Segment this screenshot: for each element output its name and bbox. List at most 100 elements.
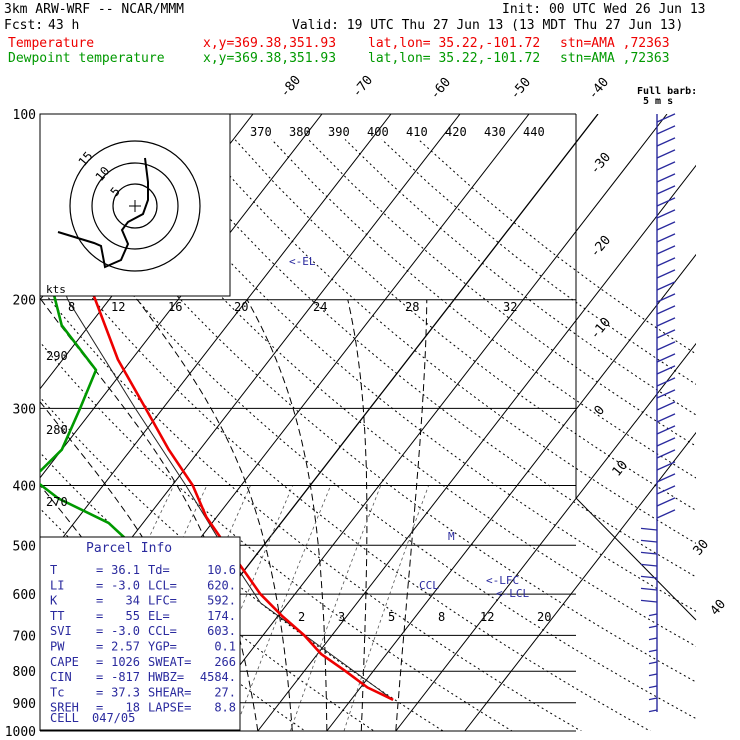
pressure-tick-label: 600	[13, 588, 36, 603]
wind-barb	[648, 637, 658, 641]
barb-legend-line2: 5 m s	[643, 96, 673, 107]
dry-adiabat-line	[344, 139, 696, 416]
mixing-ratio-line	[290, 485, 382, 731]
parcel-row-label-2: LCL=	[148, 578, 177, 592]
parcel-row-value-2: 10.6	[207, 563, 236, 577]
theta-label: 390	[328, 125, 350, 139]
theta-label: 370	[250, 125, 272, 139]
hodograph-ring-15	[69, 140, 201, 272]
mixing-ratio-label-200: 28	[405, 300, 419, 314]
wind-barb	[656, 473, 676, 483]
theta-label-left: 270	[46, 495, 68, 509]
wind-barb	[656, 137, 676, 147]
wind-barb	[648, 661, 658, 665]
wind-barb	[640, 575, 658, 579]
wind-barb	[648, 613, 658, 617]
parcel-row-label-2: SHEAR=	[148, 685, 191, 699]
wind-barb	[648, 709, 658, 713]
wind-barb	[656, 221, 676, 231]
parcel-row-label: T	[50, 563, 57, 577]
wind-barb	[656, 281, 676, 291]
model-title: 3km ARW-WRF -- NCAR/MMM	[4, 2, 185, 17]
mixing-ratio-line	[234, 485, 332, 731]
dry-adiabat-line	[40, 231, 652, 731]
wind-barb	[640, 551, 658, 555]
wind-barb	[648, 625, 658, 629]
theta-label: 380	[289, 125, 311, 139]
temperature-legend: Temperature	[8, 36, 95, 51]
parcel-row-label: K	[50, 594, 58, 608]
wind-barb	[656, 173, 676, 183]
dewpoint-latlon: lat,lon= 35.22,-101.72	[368, 51, 541, 66]
isotherm-line	[395, 342, 696, 731]
parcel-row-eq: =	[96, 701, 103, 715]
parcel-row-value: 18	[126, 701, 140, 715]
forecast-hour: 43 h	[48, 18, 80, 33]
wind-barb	[656, 425, 676, 435]
parcel-info-title: Parcel Info	[86, 541, 172, 556]
wind-barb	[656, 149, 676, 159]
parcel-row-label: PW	[50, 640, 65, 654]
parcel-row-eq: =	[96, 594, 103, 608]
parcel-row-label: LI	[50, 578, 64, 592]
mixing-ratio-label-700: 8	[438, 610, 445, 624]
ccl-marker: CCL	[419, 579, 439, 592]
mixing-ratio-label-700: 5	[388, 610, 395, 624]
dewpoint-station: stn=AMA ,72363	[560, 51, 670, 66]
el-marker: <-EL	[289, 255, 316, 268]
parcel-row-label-2: SWEAT=	[148, 655, 191, 669]
parcel-row-eq: =	[96, 578, 103, 592]
isotherm-label: 40	[708, 597, 730, 619]
dry-adiabat-line	[40, 341, 514, 731]
parcel-row-value: 37.3	[111, 685, 140, 699]
temperature-xy: x,y=369.38,351.93	[203, 36, 337, 51]
wind-barb	[656, 161, 676, 171]
parcel-row-value: -3.0	[111, 578, 140, 592]
isotherm-line	[188, 114, 668, 731]
isotherm-label: -50	[508, 75, 535, 103]
theta-label: 430	[484, 125, 506, 139]
parcel-row-value: -3.0	[111, 624, 140, 638]
wind-barb	[656, 209, 676, 219]
wind-barb	[640, 599, 658, 603]
wind-barb	[656, 413, 676, 423]
parcel-row-eq: =	[96, 670, 103, 684]
mixing-ratio-label-200: 12	[111, 300, 125, 314]
mixing-ratio-label-200: 8	[68, 300, 75, 314]
isotherm-label: -40	[586, 75, 613, 103]
parcel-info-panel: Parcel Info T = 36.1 Td= 10.6 LI = -3.0 LCL= 620.…	[39, 536, 241, 731]
parcel-row-value-2: 0.1	[214, 640, 236, 654]
hodograph-ring-5	[112, 183, 158, 229]
forecast-label: Fcst:	[4, 18, 44, 33]
parcel-row-value: 36.1	[111, 563, 140, 577]
isotherm-line	[326, 253, 696, 731]
m-marker: M	[448, 530, 455, 543]
moist-adiabat-line	[40, 299, 259, 731]
dry-adiabat-line	[161, 139, 696, 578]
cell-label: CELL	[50, 711, 79, 725]
parcel-row-eq: =	[96, 655, 103, 669]
parcel-row-label: CAPE	[50, 655, 79, 669]
parcel-row-value: -817	[111, 670, 140, 684]
parcel-row-value: 2.57	[111, 640, 140, 654]
dewpoint-xy: x,y=369.38,351.93	[203, 51, 337, 66]
isotherm-line	[40, 114, 323, 479]
parcel-row-value-2: 4584.	[200, 670, 236, 684]
theta-label: 440	[523, 125, 545, 139]
mixing-ratio-label-700: 12	[480, 610, 494, 624]
temperature-latlon: lat,lon= 35.22,-101.72	[368, 36, 541, 51]
wind-barb	[656, 449, 676, 459]
pressure-tick-label: 200	[13, 294, 36, 309]
wind-barb	[656, 125, 676, 135]
parcel-row-value: 55	[126, 609, 140, 623]
dry-adiabat-line	[308, 139, 696, 447]
wind-barb	[640, 587, 658, 591]
wind-barb	[656, 293, 676, 303]
parcel-row-value: 1026	[111, 655, 140, 669]
wind-barb	[656, 197, 676, 207]
wind-barb	[656, 461, 676, 471]
wind-barb	[648, 649, 658, 653]
pressure-tick-label: 800	[13, 665, 36, 680]
parcel-row-label-2: LFC=	[148, 594, 177, 608]
